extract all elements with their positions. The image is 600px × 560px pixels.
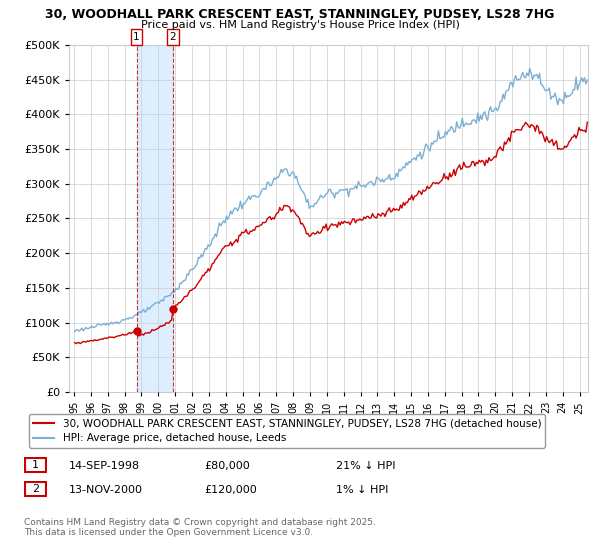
Text: 30, WOODHALL PARK CRESCENT EAST, STANNINGLEY, PUDSEY, LS28 7HG: 30, WOODHALL PARK CRESCENT EAST, STANNIN… <box>46 8 554 21</box>
Text: 1: 1 <box>133 32 140 42</box>
Legend: 30, WOODHALL PARK CRESCENT EAST, STANNINGLEY, PUDSEY, LS28 7HG (detached house),: 30, WOODHALL PARK CRESCENT EAST, STANNIN… <box>29 414 545 447</box>
Text: 1% ↓ HPI: 1% ↓ HPI <box>336 485 388 495</box>
Text: £120,000: £120,000 <box>204 485 257 495</box>
Text: £80,000: £80,000 <box>204 461 250 471</box>
Text: Contains HM Land Registry data © Crown copyright and database right 2025.
This d: Contains HM Land Registry data © Crown c… <box>24 518 376 538</box>
Text: 14-SEP-1998: 14-SEP-1998 <box>69 461 140 471</box>
Text: 2: 2 <box>170 32 176 42</box>
Text: 2: 2 <box>32 484 39 494</box>
Bar <box>25 482 46 497</box>
Text: 21% ↓ HPI: 21% ↓ HPI <box>336 461 395 471</box>
Text: 13-NOV-2000: 13-NOV-2000 <box>69 485 143 495</box>
Bar <box>137 45 173 392</box>
Text: Price paid vs. HM Land Registry's House Price Index (HPI): Price paid vs. HM Land Registry's House … <box>140 20 460 30</box>
Bar <box>25 458 46 473</box>
Text: 1: 1 <box>32 460 39 470</box>
